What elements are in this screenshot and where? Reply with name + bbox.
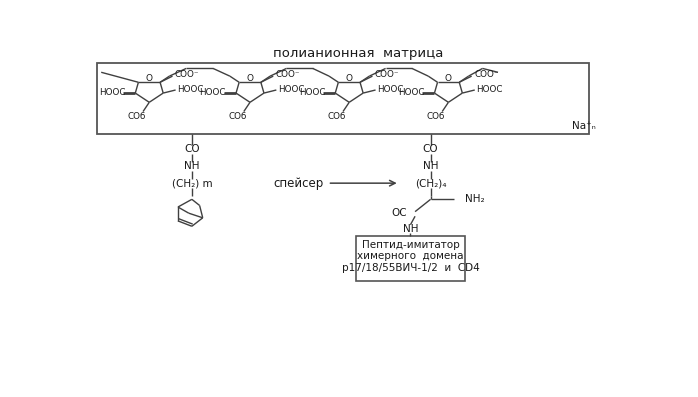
Text: Пептид-имитатор: Пептид-имитатор <box>362 240 459 250</box>
Text: Na⁺ₙ: Na⁺ₙ <box>572 121 595 131</box>
Text: NH₂: NH₂ <box>465 194 484 204</box>
Text: O: O <box>445 74 452 83</box>
Text: COO⁻: COO⁻ <box>375 70 399 79</box>
Text: COб: COб <box>128 112 146 121</box>
Text: HOOC: HOOC <box>99 88 126 97</box>
Bar <box>96 63 589 134</box>
Text: OC: OC <box>392 208 408 218</box>
Text: CO: CO <box>423 144 438 154</box>
Text: COб: COб <box>426 112 445 121</box>
Text: O: O <box>246 74 253 83</box>
Text: O: O <box>146 74 153 83</box>
Text: COO⁻: COO⁻ <box>175 70 200 79</box>
Text: CO: CO <box>184 144 200 154</box>
Text: HOOC: HOOC <box>177 85 204 94</box>
Text: HOOC: HOOC <box>476 85 503 94</box>
Text: COб: COб <box>228 112 247 121</box>
Text: полианионная  матрица: полианионная матрица <box>272 46 443 60</box>
Text: химерного  домена: химерного домена <box>357 251 463 260</box>
Text: HOOC: HOOC <box>398 88 424 97</box>
Text: HOOC: HOOC <box>278 85 304 94</box>
Text: HOOC: HOOC <box>200 88 226 97</box>
Text: O: O <box>346 74 352 83</box>
Text: NH: NH <box>184 161 200 171</box>
Bar <box>356 236 465 281</box>
Text: (CH₂)₄: (CH₂)₄ <box>415 178 446 188</box>
Text: COб: COб <box>327 112 346 121</box>
Text: NH: NH <box>403 224 418 233</box>
Text: p17/18/55ВИЧ-1/2  и  CD4: p17/18/55ВИЧ-1/2 и CD4 <box>341 263 480 273</box>
Text: HOOC: HOOC <box>299 88 325 97</box>
Text: NH: NH <box>423 161 438 171</box>
Text: спейсер: спейсер <box>274 177 324 190</box>
Text: COO⁻: COO⁻ <box>276 70 300 79</box>
Text: HOOC: HOOC <box>377 85 403 94</box>
Text: COO⁻: COO⁻ <box>474 70 498 79</box>
Text: (CH₂) m: (CH₂) m <box>172 178 212 188</box>
